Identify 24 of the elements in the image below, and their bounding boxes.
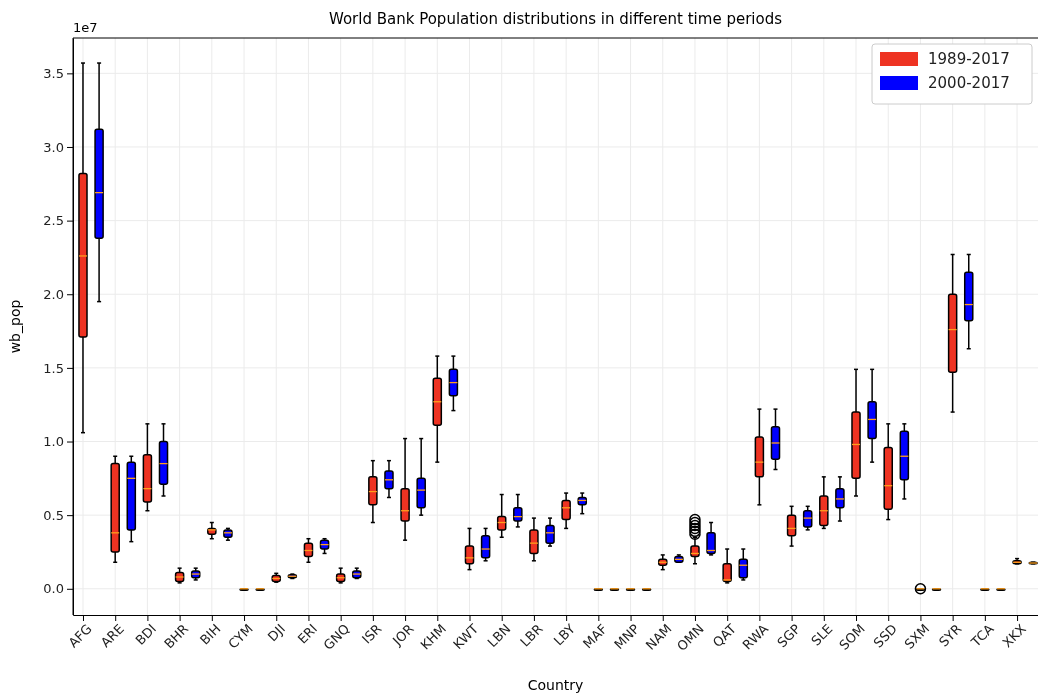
legend-label: 2000-2017 [928,74,1010,92]
y-tick-label: 0.5 [43,507,64,523]
x-tick-label: SYR [935,621,965,650]
y-tick-label: 3.5 [43,66,64,81]
chart-title: World Bank Population distributions in different time periods [328,10,783,28]
x-tick-label: BIH [197,621,224,648]
y-tick-label: 1.0 [43,434,64,450]
x-tick-label: DJI [264,621,288,645]
y-tick-label: 2.0 [43,286,64,302]
x-tick-label: BDI [132,621,160,648]
x-tick-label: LBR [517,621,546,650]
x-axis-title: Country [527,677,584,693]
y-tick-label: 2.5 [43,213,64,229]
x-tick-label: LBY [550,621,578,649]
y-tick-label: 1.5 [43,360,64,376]
x-tick-label: ERI [294,621,321,647]
y-axis-title: wb_pop [7,299,23,354]
x-tick-label: TCA [967,621,997,651]
x-tick-label: SLE [808,621,836,649]
text: 1e7 [73,20,98,35]
x-tick-label: ISR [359,621,385,647]
legend-label: 1989-2017 [928,50,1010,68]
y-tick-label: 3.0 [43,139,64,155]
y-tick-label: 0.0 [43,581,64,597]
